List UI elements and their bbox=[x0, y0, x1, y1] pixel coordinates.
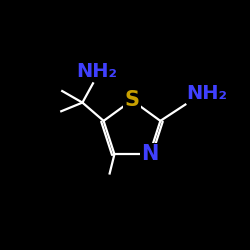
Text: N: N bbox=[141, 144, 158, 164]
Text: NH₂: NH₂ bbox=[77, 62, 118, 81]
Text: S: S bbox=[124, 90, 140, 110]
Text: NH₂: NH₂ bbox=[186, 84, 227, 102]
